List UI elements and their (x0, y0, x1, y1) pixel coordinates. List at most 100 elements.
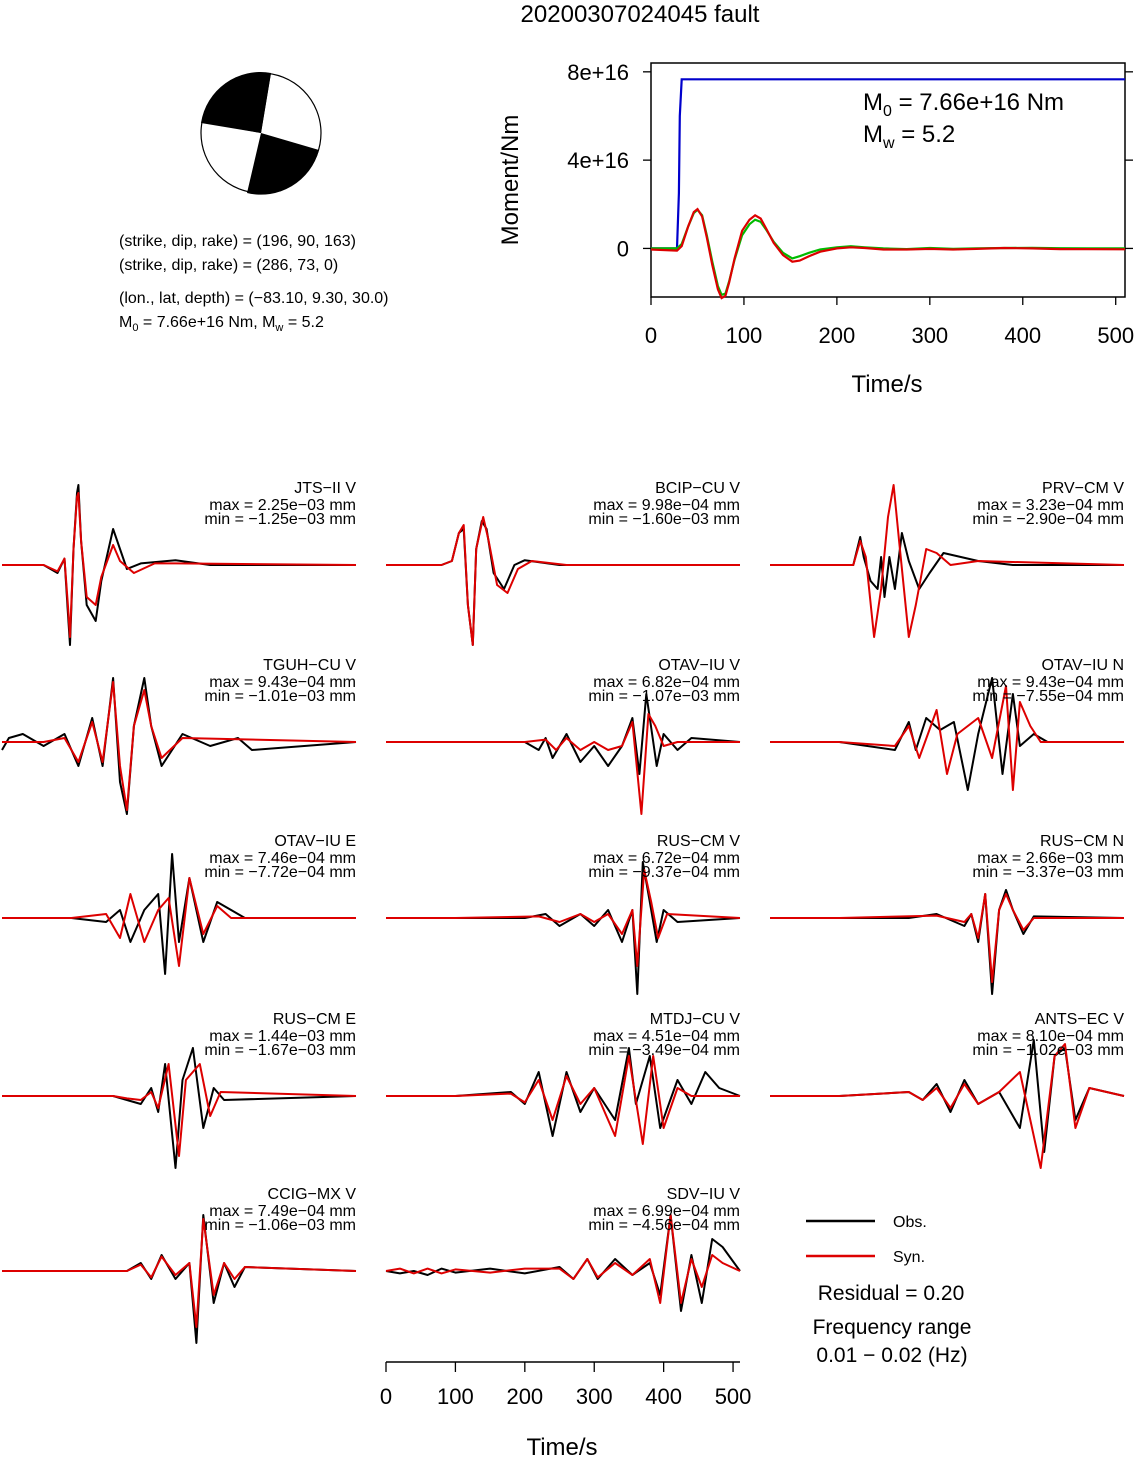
min-amplitude-label: min = −1.07e−03 mm (588, 688, 740, 705)
strike-dip-rake-2: (strike, dip, rake) = (286, 73, 0) (119, 257, 338, 274)
location-depth: (lon., lat, depth) = (−83.10, 9.30, 30.0… (119, 290, 389, 307)
station-label: CCIG−MX V (268, 1186, 357, 1203)
moment-plot: 0 100 200 300 400 500 0 4e+16 8e+16 Moment/Nm Ti… (497, 60, 1134, 398)
min-amplitude-label: min = −3.49e−04 mm (588, 1042, 740, 1059)
min-amplitude-label: min = −4.56e−04 mm (588, 1217, 740, 1234)
min-amplitude-label: min = −3.37e−03 mm (972, 864, 1124, 881)
frequency-range-label: Frequency range (813, 1316, 972, 1339)
syn-trace (770, 484, 1125, 638)
obs-trace (386, 520, 740, 646)
syn-trace (2, 877, 356, 967)
legend: Obs. Syn. Residual = 0.20 Frequency rang… (806, 1214, 971, 1367)
min-amplitude-label: min = −1.06e−03 mm (204, 1217, 356, 1234)
station-label: TGUH−CU V (263, 657, 356, 674)
max-amplitude-label: max = 9.43e−04 mm (209, 674, 356, 691)
station-label: JTS−II V (294, 480, 356, 497)
obs-trace (1, 677, 357, 815)
moment-ytick-label-1: 4e+16 (567, 148, 629, 173)
moment-series-group (650, 78, 1126, 300)
moment-ylabel: Moment/Nm (497, 115, 524, 246)
syn-trace (386, 1055, 740, 1145)
syn-trace (770, 1043, 1125, 1169)
moment-annotation-m0: M0 = 7.66e+16 Nm (863, 89, 1064, 120)
max-amplitude-label: max = 9.43e−04 mm (977, 674, 1124, 691)
moment-series-rate-2 (650, 207, 1126, 300)
syn-trace (770, 893, 1124, 983)
moment-xtick-label-300: 300 (911, 323, 948, 348)
max-amplitude-label: max = 2.66e−03 mm (977, 850, 1124, 867)
legend-obs-label: Obs. (893, 1214, 927, 1231)
waveform-xtick-label-300: 300 (576, 1384, 613, 1409)
beachball (200, 72, 322, 195)
waveform-xtick-label-200: 200 (506, 1384, 543, 1409)
moment-xlabel: Time/s (851, 371, 922, 398)
waveform-xtick-label-500: 500 (715, 1384, 752, 1409)
waveform-xtick-label-400: 400 (645, 1384, 682, 1409)
station-label: OTAV−IU N (1041, 657, 1124, 674)
waveform-xlabel: Time/s (526, 1434, 597, 1458)
station-label: BCIP−CU V (655, 480, 740, 497)
moment-ytick-label-0: 0 (617, 236, 629, 261)
min-amplitude-label: min = −1.02e−03 mm (972, 1042, 1124, 1059)
moment-xtick-label-200: 200 (819, 323, 856, 348)
legend-syn-label: Syn. (893, 1249, 925, 1266)
moment-xtick-label-100: 100 (726, 323, 763, 348)
max-amplitude-label: max = 8.10e−04 mm (977, 1028, 1124, 1045)
station-label: SDV−IU V (667, 1186, 741, 1203)
max-amplitude-label: max = 6.72e−04 mm (593, 850, 740, 867)
max-amplitude-label: max = 1.44e−03 mm (209, 1028, 356, 1045)
moment-ytick-label-2: 8e+16 (567, 60, 629, 85)
syn-trace (385, 1214, 741, 1304)
obs-trace (386, 1047, 741, 1137)
obs-trace (2, 853, 356, 975)
syn-trace (2, 1063, 357, 1157)
beachball-wedge-upper-left (201, 73, 271, 133)
max-amplitude-label: max = 9.98e−04 mm (593, 497, 740, 514)
station-label: MTDJ−CU V (650, 1011, 741, 1028)
moment-plot-frame (650, 62, 1126, 298)
max-amplitude-label: max = 6.82e−04 mm (593, 674, 740, 691)
syn-trace (2, 1218, 357, 1328)
min-amplitude-label: min = −1.01e−03 mm (204, 688, 356, 705)
moment-xtick-label-400: 400 (1004, 323, 1041, 348)
station-label: OTAV−IU V (658, 657, 740, 674)
syn-trace (770, 685, 1124, 791)
obs-trace (770, 532, 1124, 598)
max-amplitude-label: max = 7.46e−04 mm (209, 850, 356, 867)
moment-series-rate-1 (651, 208, 1125, 297)
residual-label: Residual = 0.20 (818, 1282, 965, 1305)
mechanism-info: (strike, dip, rake) = (196, 90, 163) (st… (119, 233, 389, 334)
obs-trace (386, 693, 741, 775)
station-label: OTAV−IU E (274, 833, 356, 850)
station-label: PRV−CM V (1042, 480, 1124, 497)
frequency-range-value: 0.01 − 0.02 (Hz) (816, 1344, 967, 1367)
waveform-xtick-label-0: 0 (380, 1384, 392, 1409)
station-label: RUS−CM N (1040, 833, 1124, 850)
station-label: RUS−CM V (657, 833, 740, 850)
max-amplitude-label: max = 7.49e−04 mm (209, 1203, 356, 1220)
syn-trace (386, 516, 740, 646)
min-amplitude-label: min = −7.72e−04 mm (204, 864, 356, 881)
max-amplitude-label: max = 6.99e−04 mm (593, 1203, 740, 1220)
waveform-time-axis: 0 100 200 300 400 500 (380, 1361, 752, 1409)
max-amplitude-label: max = 3.23e−04 mm (977, 497, 1124, 514)
moment-magnitude-line: M0 = 7.66e+16 Nm, Mw = 5.2 (119, 314, 324, 334)
beachball-quadrant-lower-right (247, 133, 319, 195)
min-amplitude-label: min = −1.25e−03 mm (204, 511, 356, 528)
syn-trace (2, 492, 357, 638)
